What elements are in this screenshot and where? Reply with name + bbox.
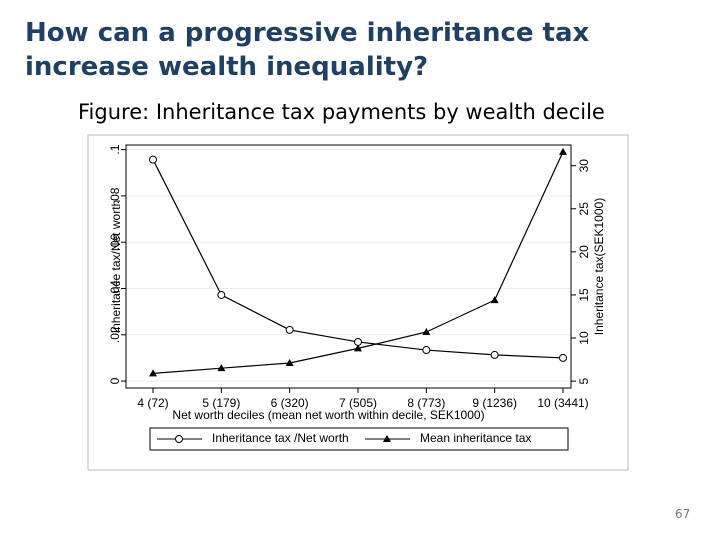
data-point: [354, 344, 362, 352]
x-tick-label: 6 (320): [271, 396, 309, 410]
x-axis-label: Net worth deciles (mean net worth within…: [172, 408, 484, 422]
x-tick-label: 5 (179): [202, 396, 240, 410]
legend-label: Mean inheritance tax: [420, 431, 531, 445]
y-tick-label: .06: [108, 234, 122, 251]
y2-tick-label: 30: [577, 159, 591, 173]
y-tick-label: .08: [108, 187, 122, 204]
legend-box: [149, 427, 569, 451]
data-point: [217, 290, 226, 299]
data-point: [217, 364, 226, 372]
plot-area: [125, 144, 572, 389]
data-point: [490, 350, 499, 359]
y-tick-label: .1: [108, 144, 122, 154]
y2-axis-label: Inheritance tax(SEK1000): [592, 198, 606, 335]
legend-marker: [175, 435, 183, 443]
data-point: [422, 327, 431, 335]
figure-caption: Figure: Inheritance tax payments by weal…: [78, 100, 605, 124]
y2-tick-label: 20: [577, 245, 591, 259]
y2-tick-label: 5: [577, 377, 591, 384]
slide-title: How can a progressive inheritance tax in…: [25, 18, 590, 82]
data-point: [422, 346, 431, 355]
x-tick-label: 10 (3441): [537, 396, 588, 410]
data-point: [285, 325, 294, 334]
x-tick-label: 9 (1236): [472, 396, 517, 410]
y2-tick-label: 25: [577, 202, 591, 216]
chart-frame: [87, 134, 629, 471]
y-tick-label: .04: [108, 280, 122, 297]
y-axis-label: Inheritance tax/Net worth: [109, 200, 123, 333]
legend-marker: [383, 435, 391, 442]
page-number: 67: [675, 507, 691, 521]
data-point: [559, 353, 567, 362]
y-tick-label: .02: [108, 326, 122, 343]
y2-tick-label: 15: [577, 288, 591, 302]
data-point: [559, 147, 567, 155]
y-tick-label: 0: [108, 377, 122, 384]
x-tick-label: 4 (72): [137, 396, 168, 410]
legend-label: Inheritance tax /Net worth: [212, 431, 349, 445]
x-tick-label: 7 (505): [339, 396, 377, 410]
data-point: [149, 369, 157, 377]
data-point: [285, 359, 294, 367]
data-point: [149, 155, 157, 164]
x-tick-label: 8 (773): [407, 396, 445, 410]
data-point: [490, 296, 499, 304]
y2-tick-label: 10: [577, 331, 591, 345]
